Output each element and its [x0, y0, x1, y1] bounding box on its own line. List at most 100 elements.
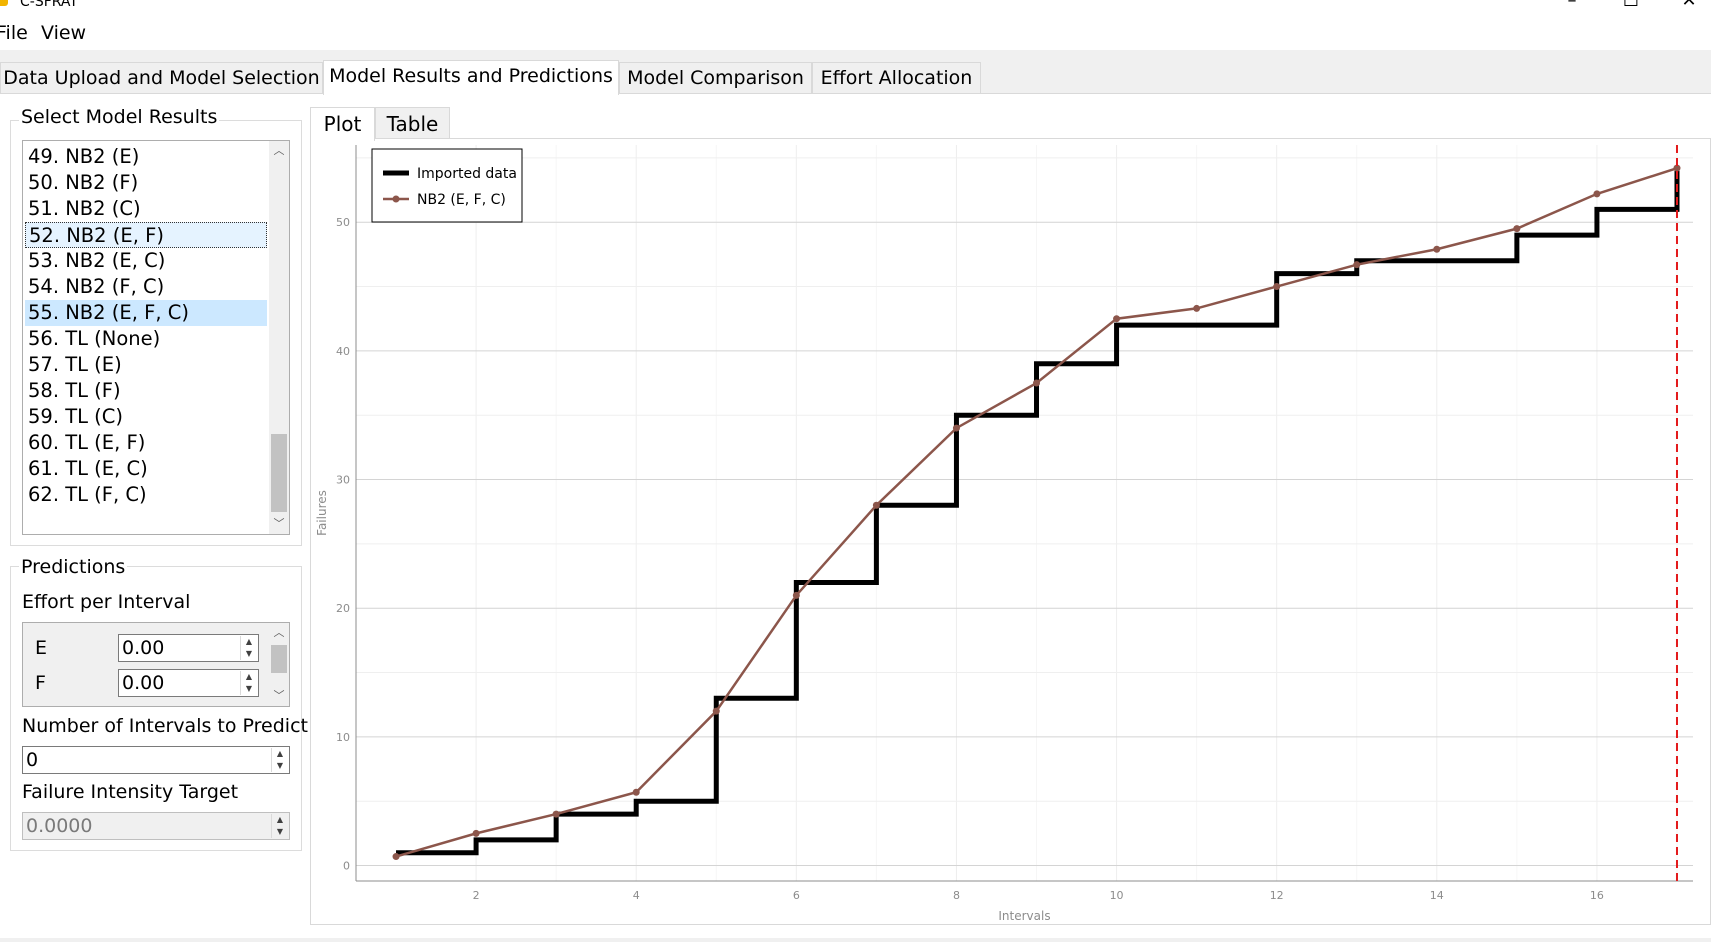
model-series-point: [1353, 261, 1361, 269]
chevron-down-icon[interactable]: ﹀: [273, 517, 285, 530]
model-results-title: Select Model Results: [19, 106, 220, 128]
model-series-point: [1673, 164, 1681, 172]
effort-f-input[interactable]: 0.00 ▲ ▼: [118, 669, 259, 697]
chevron-down-icon[interactable]: ﹀: [273, 689, 285, 702]
chevron-up-icon[interactable]: ︿: [273, 144, 285, 157]
model-series-point: [1193, 304, 1201, 312]
list-scrollbar[interactable]: ︿ ﹀: [269, 141, 289, 534]
y-tick-label: 40: [336, 345, 350, 358]
plot-area: 2 4 6 8 10 12 14 16 0 10 20 30 40 50 Intervals Failures…: [310, 138, 1711, 925]
tab-model-results[interactable]: Model Results and Predictions: [323, 60, 619, 95]
x-axis-label: Intervals: [998, 909, 1050, 923]
effort-table: E 0.00 ▲ ▼ F 0.00 ▲ ▼ ︿ ﹀: [22, 622, 290, 707]
tab-plot[interactable]: Plot: [310, 107, 375, 141]
list-item[interactable]: 49. NB2 (E): [28, 145, 140, 168]
model-series-point: [392, 853, 400, 861]
spin-up-icon[interactable]: ▲: [245, 672, 253, 681]
model-series-point: [552, 810, 560, 818]
intensity-input[interactable]: 0.0000 ▲ ▼: [22, 812, 290, 840]
spin-down-icon[interactable]: ▼: [245, 649, 253, 658]
list-item[interactable]: 50. NB2 (F): [28, 171, 139, 194]
effort-name-f: F: [35, 672, 46, 694]
tab-table[interactable]: Table: [375, 107, 450, 139]
effort-f-value: 0.00: [122, 672, 165, 694]
scroll-thumb[interactable]: [271, 645, 287, 673]
tab-model-comparison[interactable]: Model Comparison: [619, 62, 812, 94]
imported-data-line: [396, 170, 1680, 856]
predictions-title: Predictions: [19, 556, 128, 578]
x-tick-label: 6: [793, 889, 800, 902]
list-item[interactable]: 54. NB2 (F, C): [28, 275, 165, 298]
list-item[interactable]: 60. TL (E, F): [28, 431, 146, 454]
effort-name-e: E: [35, 637, 48, 659]
y-tick-label: 20: [336, 602, 350, 615]
list-item[interactable]: 58. TL (F): [28, 379, 121, 402]
model-series-point: [712, 707, 720, 715]
x-tick-label: 12: [1270, 889, 1284, 902]
x-tick-label: 10: [1110, 889, 1124, 902]
effort-e-input[interactable]: 0.00 ▲ ▼: [118, 634, 259, 662]
spin-up-icon[interactable]: ▲: [276, 815, 284, 824]
list-item[interactable]: 55. NB2 (E, F, C): [25, 300, 267, 326]
model-series-point: [632, 788, 640, 796]
model-series-point: [1033, 379, 1041, 387]
effort-label: Effort per Interval: [22, 591, 191, 613]
spin-up-icon[interactable]: ▲: [245, 637, 253, 646]
model-series-point: [1433, 245, 1441, 253]
legend-marker-model: [392, 195, 400, 203]
close-icon[interactable]: ✕: [1681, 0, 1697, 11]
list-item[interactable]: 53. NB2 (E, C): [28, 249, 166, 272]
legend-label-imported: Imported data: [417, 166, 517, 182]
tab-effort-allocation[interactable]: Effort Allocation: [812, 62, 981, 94]
status-strip: [0, 938, 1711, 942]
minimize-icon[interactable]: –: [1567, 0, 1577, 11]
tab-data-upload[interactable]: Data Upload and Model Selection: [0, 62, 323, 94]
x-tick-label: 14: [1430, 889, 1444, 902]
spin-down-icon[interactable]: ▼: [245, 684, 253, 693]
x-tick-label: 2: [473, 889, 480, 902]
model-series-point: [1273, 283, 1281, 291]
intervals-value: 0: [26, 749, 39, 771]
list-item[interactable]: 51. NB2 (C): [28, 197, 141, 220]
intensity-value: 0.0000: [26, 815, 93, 837]
menu-file[interactable]: File: [0, 22, 28, 44]
list-item[interactable]: 59. TL (C): [28, 405, 124, 428]
chevron-up-icon[interactable]: ︿: [273, 626, 285, 639]
effort-e-value: 0.00: [122, 637, 165, 659]
menu-view[interactable]: View: [41, 22, 87, 44]
spin-up-icon[interactable]: ▲: [276, 749, 284, 758]
y-tick-label: 50: [336, 216, 350, 229]
intensity-label: Failure Intensity Target: [22, 781, 239, 803]
model-series-point: [472, 829, 480, 837]
legend-box: [371, 148, 523, 223]
list-item[interactable]: 56. TL (None): [28, 327, 161, 350]
menu-bar: File View: [0, 12, 1711, 50]
spin-down-icon[interactable]: ▼: [276, 827, 284, 836]
model-results-list[interactable]: 49. NB2 (E) 50. NB2 (F) 51. NB2 (C) 52. NB2…: [22, 140, 290, 535]
spin-down-icon[interactable]: ▼: [276, 761, 284, 770]
list-item[interactable]: 52. NB2 (E, F): [25, 222, 267, 248]
list-item[interactable]: 57. TL (E): [28, 353, 122, 376]
window-title: C-SFRAT: [20, 0, 78, 10]
scroll-thumb[interactable]: [271, 434, 287, 512]
effort-scrollbar[interactable]: ︿ ﹀: [269, 623, 289, 706]
legend-label-model: NB2 (E, F, C): [417, 192, 506, 208]
model-series-point: [1513, 225, 1521, 233]
x-tick-label: 16: [1590, 889, 1604, 902]
title-bar: C-SFRAT – ☐ ✕: [0, 0, 1711, 12]
list-item[interactable]: 61. TL (E, C): [28, 457, 148, 480]
failures-chart: 2 4 6 8 10 12 14 16 0 10 20 30 40 50 Intervals Failures…: [315, 145, 1693, 923]
intervals-input[interactable]: 0 ▲ ▼: [22, 746, 290, 774]
model-series-point: [1593, 190, 1601, 198]
x-tick-label: 8: [953, 889, 960, 902]
list-item[interactable]: 62. TL (F, C): [28, 483, 147, 506]
app-icon: [0, 0, 8, 6]
y-tick-label: 30: [336, 474, 350, 487]
model-series-point: [792, 591, 800, 599]
y-axis-label: Failures: [315, 490, 329, 536]
model-series-point: [872, 501, 880, 509]
intervals-label: Number of Intervals to Predict: [22, 715, 308, 737]
x-tick-label: 4: [633, 889, 640, 902]
model-series-point: [1113, 315, 1121, 323]
maximize-icon[interactable]: ☐: [1622, 0, 1640, 11]
